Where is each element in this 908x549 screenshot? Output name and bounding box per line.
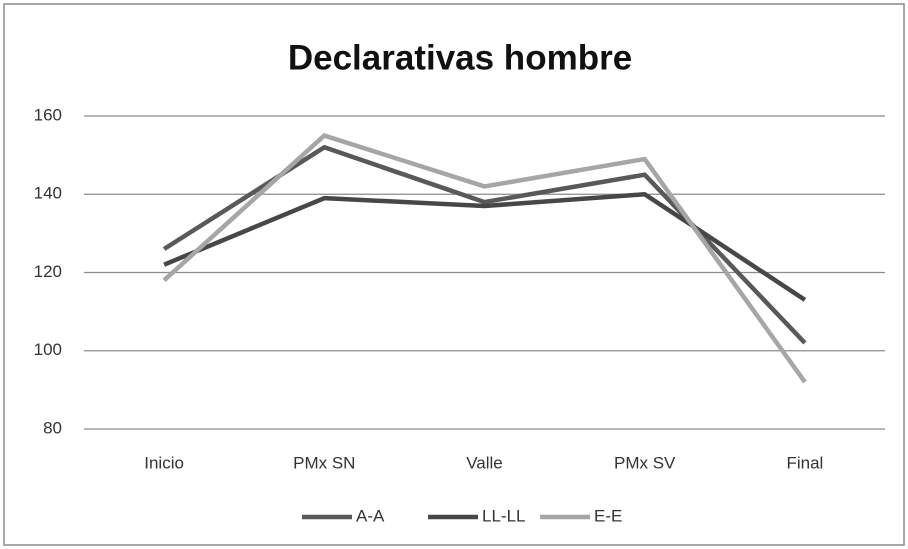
legend-label: LL-LL (482, 506, 525, 525)
x-tick-label: Valle (466, 453, 503, 472)
y-tick-label: 80 (43, 418, 62, 437)
y-tick-label: 140 (34, 184, 62, 203)
chart-title: Declarativas hombre (288, 38, 632, 77)
x-tick-label: PMx SV (614, 453, 676, 472)
x-tick-label: Inicio (144, 453, 184, 472)
y-tick-label: 100 (34, 340, 62, 359)
series-line (163, 192, 807, 302)
legend-label: A-A (356, 506, 385, 525)
series-line (162, 133, 807, 384)
chart-border (3, 3, 905, 546)
y-tick-label: 160 (34, 105, 62, 124)
x-tick-label: PMx SN (293, 453, 355, 472)
legend-label: E-E (594, 506, 622, 525)
x-tick-label: Final (786, 453, 823, 472)
y-tick-label: 120 (34, 262, 62, 281)
